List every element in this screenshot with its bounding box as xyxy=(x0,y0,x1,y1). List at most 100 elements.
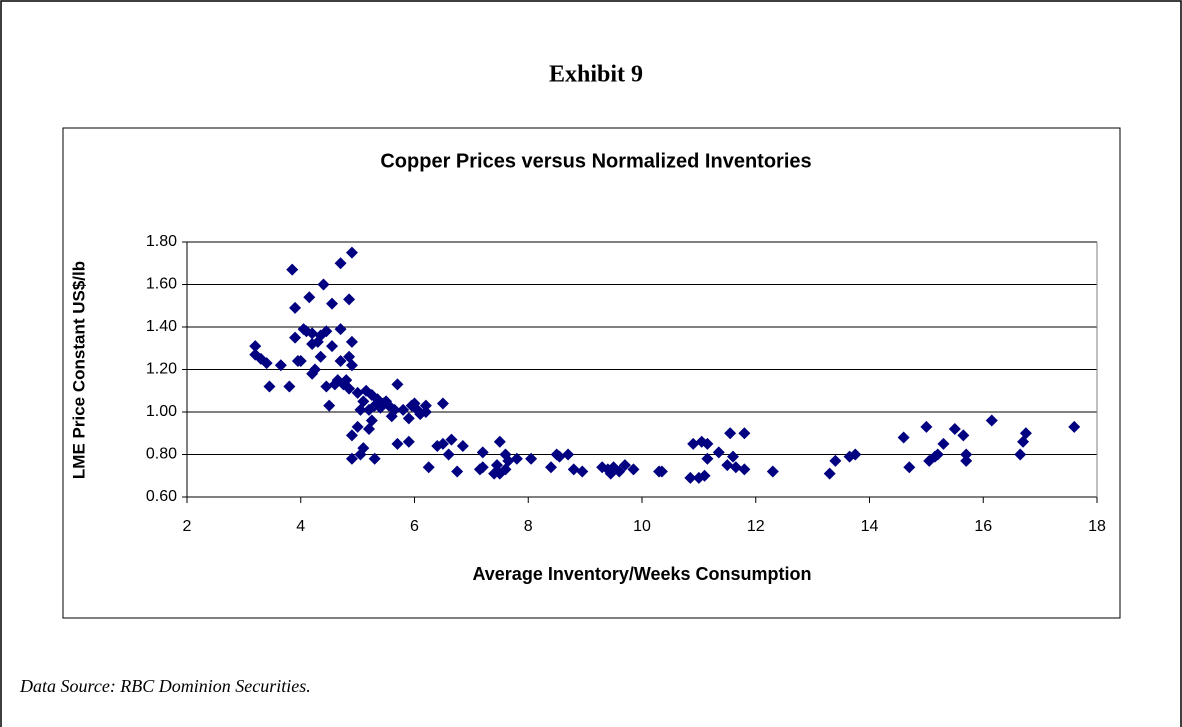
point xyxy=(1068,420,1081,433)
point xyxy=(260,357,273,370)
point xyxy=(729,461,742,474)
point xyxy=(829,454,842,467)
point xyxy=(960,448,973,461)
point xyxy=(326,297,339,310)
point xyxy=(1014,448,1027,461)
point xyxy=(345,246,358,259)
point xyxy=(476,461,489,474)
y-tick-label: 1.20 xyxy=(146,361,177,378)
point xyxy=(931,448,944,461)
point xyxy=(920,420,933,433)
point xyxy=(553,450,566,463)
point xyxy=(388,403,401,416)
point xyxy=(345,429,358,442)
x-tick-label: 14 xyxy=(861,518,879,535)
point xyxy=(493,435,506,448)
point xyxy=(402,412,415,425)
point xyxy=(249,340,262,353)
point xyxy=(701,452,714,465)
point xyxy=(618,459,631,472)
x-tick-label: 18 xyxy=(1088,518,1106,535)
point xyxy=(368,452,381,465)
point xyxy=(456,440,469,452)
x-tick-label: 4 xyxy=(296,518,305,535)
x-tick-label: 2 xyxy=(183,518,192,535)
point xyxy=(314,350,327,363)
exhibit-title: Exhibit 9 xyxy=(549,62,643,88)
point xyxy=(937,437,950,450)
chart-title: Copper Prices versus Normalized Inventor… xyxy=(380,150,811,172)
point xyxy=(274,359,287,372)
point xyxy=(738,463,751,476)
y-tick-label: 1.00 xyxy=(146,403,177,420)
point xyxy=(727,450,739,463)
source-note: Data Source: RBC Dominion Securities. xyxy=(19,676,311,696)
point xyxy=(436,437,449,450)
point xyxy=(357,442,370,455)
point xyxy=(343,293,356,306)
point xyxy=(351,420,364,433)
point xyxy=(442,448,455,461)
point xyxy=(684,471,697,484)
point xyxy=(345,452,358,465)
y-tick-label: 0.80 xyxy=(146,446,177,463)
point xyxy=(323,399,336,412)
point xyxy=(451,465,464,478)
point xyxy=(365,414,378,427)
point xyxy=(320,380,333,393)
point xyxy=(308,363,321,376)
point xyxy=(402,435,415,448)
x-axis-label: Average Inventory/Weeks Consumption xyxy=(472,564,811,584)
point xyxy=(286,263,299,276)
point xyxy=(724,427,737,440)
point xyxy=(263,380,276,393)
point xyxy=(422,461,435,474)
point xyxy=(766,465,779,478)
point xyxy=(289,301,302,314)
point xyxy=(721,459,734,472)
point xyxy=(562,448,575,461)
point xyxy=(903,461,916,474)
point xyxy=(960,454,973,467)
point xyxy=(289,331,302,344)
point xyxy=(357,395,370,408)
point xyxy=(345,359,358,372)
point xyxy=(525,452,538,465)
point xyxy=(391,437,404,450)
point xyxy=(419,406,432,418)
point xyxy=(545,461,557,474)
point xyxy=(397,403,410,416)
y-tick-label: 1.80 xyxy=(146,233,177,250)
point xyxy=(320,325,333,338)
point xyxy=(326,340,339,353)
point xyxy=(687,437,700,450)
point xyxy=(283,380,296,393)
x-tick-label: 6 xyxy=(410,518,419,535)
point xyxy=(510,452,523,465)
point xyxy=(391,378,404,391)
x-tick-label: 10 xyxy=(633,518,651,535)
x-tick-label: 8 xyxy=(524,518,533,535)
point xyxy=(567,463,580,476)
point xyxy=(419,399,432,412)
point xyxy=(334,323,347,336)
point xyxy=(436,397,449,410)
point xyxy=(712,446,725,459)
point xyxy=(306,327,319,340)
point xyxy=(303,291,316,304)
y-tick-label: 1.60 xyxy=(146,276,177,293)
point xyxy=(502,454,515,467)
point xyxy=(334,355,347,367)
point xyxy=(627,463,640,476)
x-tick-label: 16 xyxy=(974,518,992,535)
point xyxy=(698,469,711,482)
point xyxy=(655,465,668,478)
point xyxy=(849,448,862,461)
point xyxy=(445,433,458,446)
x-tick-label: 12 xyxy=(747,518,765,535)
point xyxy=(897,431,910,444)
point xyxy=(294,355,307,367)
point xyxy=(351,386,364,399)
chart-frame xyxy=(62,127,1121,619)
